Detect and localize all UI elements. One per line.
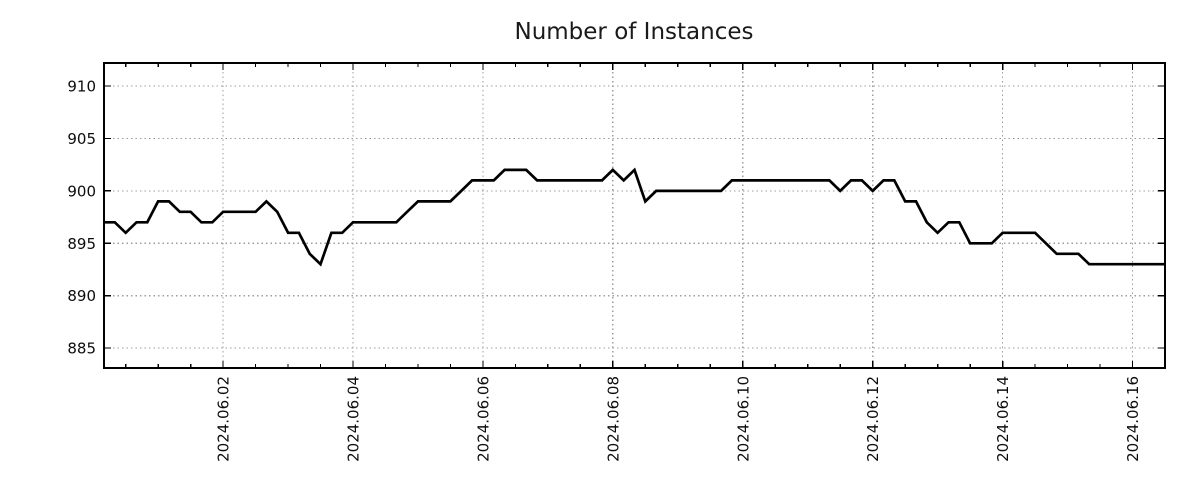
y-tick-label: 890 <box>67 287 96 305</box>
y-axis-labels: 885 890 895 900 905 910 <box>67 78 96 358</box>
x-tick-label: 2024.06.14 <box>994 376 1012 462</box>
x-tick-label: 2024.06.16 <box>1124 376 1142 462</box>
y-tick-label: 895 <box>67 235 96 253</box>
x-tick-label: 2024.06.12 <box>864 376 882 462</box>
y-tick-label: 910 <box>67 78 96 96</box>
x-tick-label: 2024.06.02 <box>215 376 233 462</box>
tick-layer <box>104 63 1165 368</box>
x-tick-label: 2024.06.10 <box>734 376 752 462</box>
data-line <box>104 167 1165 267</box>
chart-title: Number of Instances <box>515 19 754 45</box>
grid-layer <box>104 63 1165 368</box>
plot-frame <box>103 62 1166 369</box>
y-tick-label: 900 <box>67 182 96 200</box>
x-tick-label: 2024.06.06 <box>474 376 492 462</box>
y-tick-label: 905 <box>67 130 96 148</box>
x-axis-labels: 2024.06.02 2024.06.04 2024.06.06 2024.06.08… <box>215 376 1142 462</box>
y-tick-label: 885 <box>67 340 96 358</box>
x-tick-label: 2024.06.08 <box>604 376 622 462</box>
x-tick-label: 2024.06.04 <box>345 376 363 462</box>
